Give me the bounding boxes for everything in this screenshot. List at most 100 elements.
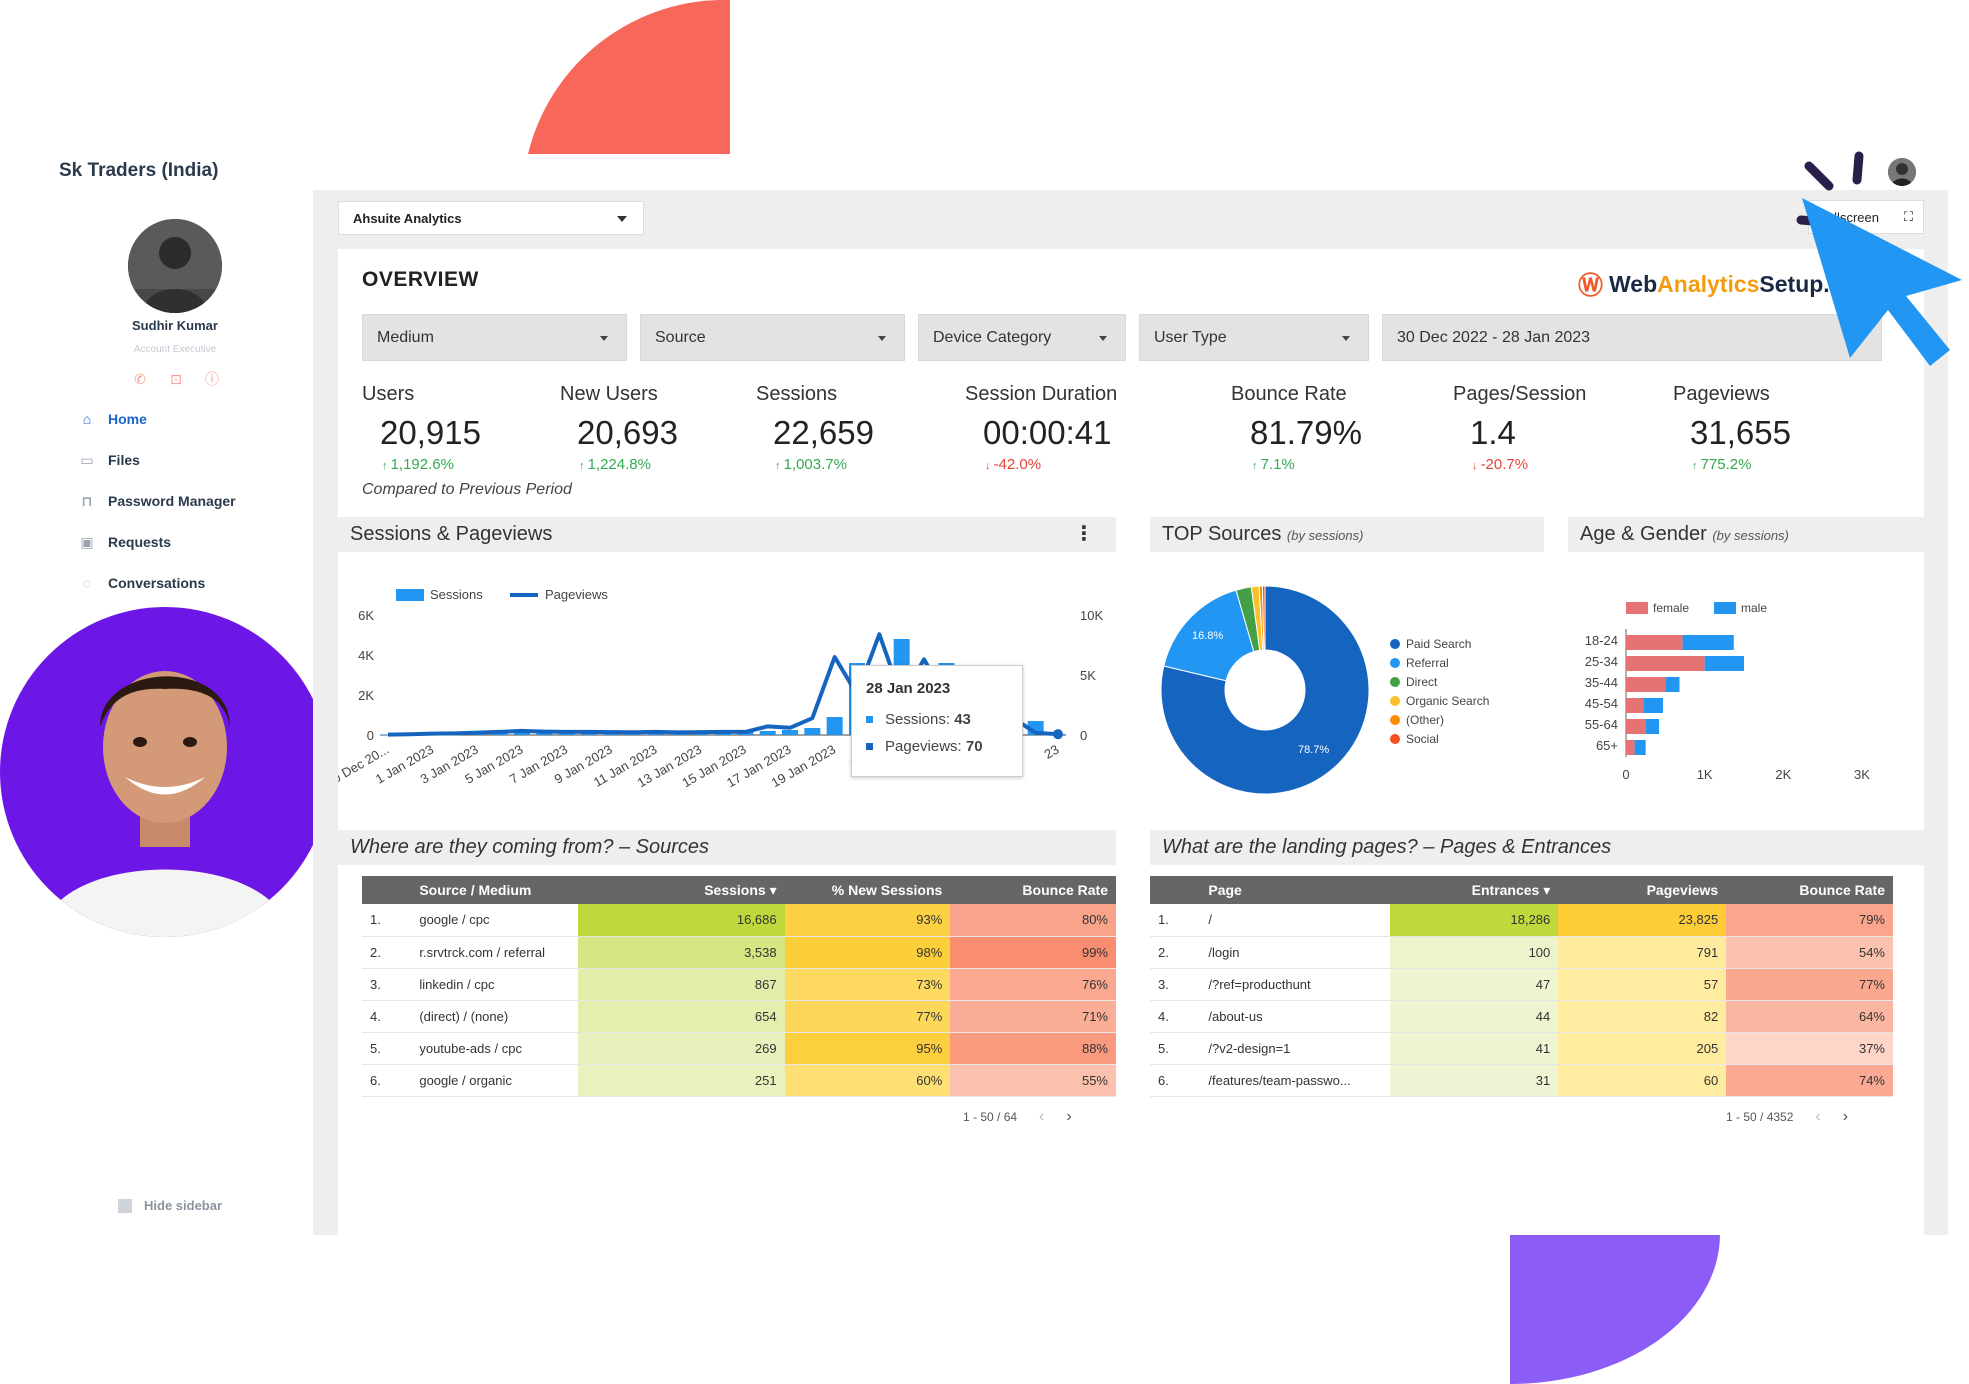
pie-slice-paid-search[interactable] xyxy=(1160,585,1370,795)
column-header-bounce-rate[interactable]: Bounce Rate xyxy=(1726,876,1893,904)
kpi-value-new-users: 20,693 xyxy=(577,414,678,451)
logo-text-analytics: Analytics xyxy=(1657,270,1760,297)
table-row[interactable]: 3./?ref=producthunt 47 57 77% xyxy=(1150,968,1893,1001)
table-cell: 60 xyxy=(1558,1064,1727,1097)
y-tick-label: 25-34 xyxy=(1585,654,1618,669)
column-header-entrances[interactable]: Entrances ▾ xyxy=(1390,876,1559,904)
female-bar xyxy=(1626,698,1644,713)
x-tick-label: 23 xyxy=(1041,742,1061,762)
sidebar-item-password-manager[interactable]: ⊓ Password Manager xyxy=(78,492,308,510)
filter-device-category[interactable]: Device Category xyxy=(918,314,1126,361)
legend-label: Social xyxy=(1406,732,1439,746)
row-index: 1. xyxy=(362,904,412,937)
column-header-bounce-rate[interactable]: Bounce Rate xyxy=(950,876,1116,904)
table-row[interactable]: 5./?v2-design=1 41 205 37% xyxy=(1150,1032,1893,1065)
sidebar-item-conversations[interactable]: ◌ Conversations xyxy=(78,574,308,592)
female-bar xyxy=(1626,719,1646,734)
table-cell: 76% xyxy=(950,968,1116,1001)
section-header-age-gender: Age & Gender (by sessions) xyxy=(1568,517,1924,552)
decorative-person-photo xyxy=(0,607,330,937)
column-header-sessions[interactable]: Sessions ▾ xyxy=(577,876,785,904)
filter-medium[interactable]: Medium xyxy=(362,314,627,361)
y-tick-label: 65+ xyxy=(1596,738,1618,753)
legend-label: (Other) xyxy=(1406,713,1444,727)
phone-icon[interactable]: ✆ xyxy=(134,371,146,387)
y-tick-label: 55-64 xyxy=(1585,717,1618,732)
filter-label: Device Category xyxy=(933,329,1052,346)
sidebar-item-files[interactable]: ▭ Files xyxy=(78,451,308,469)
table-cell: 251 xyxy=(577,1064,785,1097)
tooltip-sessions-row: Sessions: 43 xyxy=(866,711,1008,728)
legend-label: Direct xyxy=(1406,675,1438,689)
column-header-pageviews[interactable]: Pageviews xyxy=(1558,876,1727,904)
pie-slice-social[interactable] xyxy=(1261,585,1266,651)
kpi-delta-pages-session: ↓ -20.7% xyxy=(1472,456,1528,473)
column-header-page[interactable]: Page xyxy=(1200,876,1391,904)
more-vert-icon[interactable]: ⋮ xyxy=(1074,523,1094,545)
tooltip-pageviews-label: Pageviews: xyxy=(885,738,962,755)
table-cell: 867 xyxy=(577,968,785,1001)
arrow-up-icon: ↑ xyxy=(579,460,588,472)
info-icon[interactable]: ⓘ xyxy=(205,371,219,387)
prev-page-icon[interactable]: ‹ xyxy=(1039,1108,1045,1125)
table-row[interactable]: 2. r.srvtrck.com / referral 3,538 98% 99% xyxy=(362,936,1116,969)
table-row[interactable]: 3. linkedin / cpc 867 73% 76% xyxy=(362,968,1116,1001)
table-cell: 98% xyxy=(784,936,951,969)
table-row[interactable]: 6./features/team-passwo... 31 60 74% xyxy=(1150,1064,1893,1097)
caret-down-icon xyxy=(1099,336,1107,341)
account-avatar[interactable] xyxy=(1888,158,1916,186)
male-bar xyxy=(1682,635,1734,650)
section-header-sessions-pageviews: Sessions & Pageviews ⋮ xyxy=(338,517,1116,552)
table-cell: 79% xyxy=(1726,904,1893,937)
slice-label-paid-search[interactable]: 78.7% xyxy=(1298,744,1329,756)
kpi-delta-sessions: ↑ 1,003.7% xyxy=(775,456,847,473)
age-gender-bar-chart: female male 18-24 25-34 35-44 45-54 55-64 65+ 0 1… xyxy=(1585,601,1871,782)
column-header-source-medium[interactable]: Source / Medium xyxy=(411,876,578,904)
row-index: 6. xyxy=(1150,1064,1201,1097)
table-cell: 18,286 xyxy=(1390,904,1559,937)
arrow-up-icon: ↑ xyxy=(1692,460,1701,472)
arrow-up-icon: ↑ xyxy=(382,460,391,472)
filter-source[interactable]: Source xyxy=(640,314,905,361)
x-tick-label: 3K xyxy=(1854,767,1870,782)
row-index: 5. xyxy=(362,1032,412,1065)
table-row[interactable]: 6. google / organic 251 60% 55% xyxy=(362,1064,1116,1097)
contact-card-icon[interactable]: ⊡ xyxy=(170,371,182,387)
sidebar-item-home[interactable]: ⌂ Home xyxy=(78,410,308,428)
user-avatar[interactable] xyxy=(128,219,222,313)
table-cell: / xyxy=(1200,904,1391,937)
next-page-icon[interactable]: › xyxy=(1842,1108,1849,1125)
tooltip-pageviews-value: 70 xyxy=(965,738,983,755)
account-selector-dropdown[interactable]: Ahsuite Analytics xyxy=(338,201,644,235)
next-page-icon[interactable]: › xyxy=(1066,1108,1072,1125)
caret-down-icon xyxy=(600,336,608,341)
table-cell: 23,825 xyxy=(1558,904,1727,937)
sidebar-item-requests[interactable]: ▣ Requests xyxy=(78,533,308,551)
sessions-bar xyxy=(804,728,821,735)
arrow-down-icon: ↓ xyxy=(985,460,994,472)
table-row[interactable]: 1. google / cpc 16,686 93% 80% xyxy=(362,904,1116,937)
prev-page-icon[interactable]: ‹ xyxy=(1815,1108,1821,1125)
row-index: 5. xyxy=(1150,1032,1201,1065)
table-row[interactable]: 1./18,286 23,825 79% xyxy=(1150,904,1893,937)
hide-sidebar-button[interactable]: Hide sidebar xyxy=(118,1198,222,1213)
table-cell: 80% xyxy=(950,904,1116,937)
table-row[interactable]: 4./about-us 44 82 64% xyxy=(1150,1000,1893,1033)
arrow-up-icon: ↑ xyxy=(775,460,784,472)
date-range-selector[interactable]: 30 Dec 2022 - 28 Jan 2023 xyxy=(1382,314,1882,361)
table-row[interactable]: 2./login 100 791 54% xyxy=(1150,936,1893,969)
arrow-up-icon: ↑ xyxy=(1252,460,1261,472)
slice-label-referral[interactable]: 16.8% xyxy=(1192,630,1223,642)
kpi-label-pages-session: Pages/Session xyxy=(1453,383,1587,405)
row-index: 1. xyxy=(1150,904,1201,937)
male-bar xyxy=(1643,698,1663,713)
sidebar-item-label: Home xyxy=(108,411,147,427)
column-header--new-sessions[interactable]: % New Sessions xyxy=(784,876,951,904)
filter-user-type[interactable]: User Type xyxy=(1139,314,1369,361)
folder-icon: ▭ xyxy=(80,452,94,468)
account-selector-value: Ahsuite Analytics xyxy=(353,211,462,226)
pagination-range: 1 - 50 / 64 xyxy=(963,1110,1018,1124)
table-row[interactable]: 5. youtube-ads / cpc 269 95% 88% xyxy=(362,1032,1116,1065)
table-row[interactable]: 4. (direct) / (none) 654 77% 71% xyxy=(362,1000,1116,1033)
male-bar xyxy=(1704,656,1744,671)
